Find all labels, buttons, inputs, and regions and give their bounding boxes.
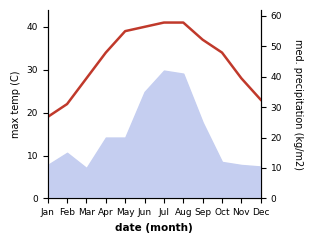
Y-axis label: max temp (C): max temp (C) bbox=[11, 70, 21, 138]
X-axis label: date (month): date (month) bbox=[115, 223, 193, 233]
Y-axis label: med. precipitation (kg/m2): med. precipitation (kg/m2) bbox=[293, 38, 303, 170]
